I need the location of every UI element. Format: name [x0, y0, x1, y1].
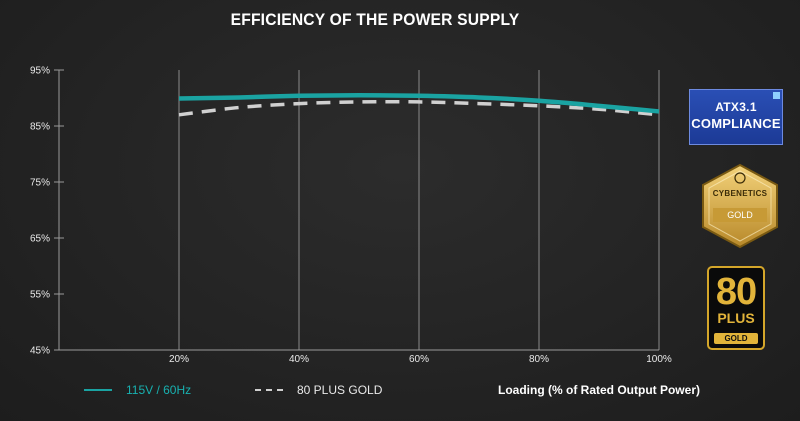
cybenetics-text: CYBENETICS [712, 189, 768, 198]
x-tick-label: 40% [289, 354, 309, 365]
x-tick-label: 60% [409, 354, 429, 365]
cybenetics-grade: GOLD [727, 210, 753, 220]
cybenetics-hexagon-icon [702, 163, 778, 249]
y-tick-label: 75% [30, 178, 50, 189]
y-tick-label: 45% [30, 346, 50, 357]
legend-solid-line-swatch [84, 389, 112, 391]
legend-item-115v: 115V / 60Hz [84, 383, 191, 397]
x-axis-label: Loading (% of Rated Output Power) [498, 383, 700, 397]
x-tick-label: 20% [169, 354, 189, 365]
y-tick-label: 65% [30, 234, 50, 245]
y-tick-label: 85% [30, 122, 50, 133]
atx-corner-icon [773, 92, 780, 99]
legend-item-80plus-gold: 80 PLUS GOLD [255, 383, 382, 397]
x-tick-label: 80% [529, 354, 549, 365]
x-tick-label: 100% [646, 354, 672, 365]
80plus-gold-badge: 80 PLUS GOLD [707, 266, 765, 350]
series-line-80plus-gold [178, 99, 660, 117]
80plus-number: 80 [715, 271, 757, 313]
legend-dashed-line-swatch [255, 389, 283, 391]
legend-label-115v: 115V / 60Hz [126, 383, 192, 397]
cybenetics-gold-badge: CYBENETICS GOLD [700, 163, 780, 249]
y-tick-label: 95% [30, 66, 50, 77]
atx-badge-line1: ATX3.1 [715, 100, 757, 114]
atx-badge-line2: COMPLIANCE [691, 116, 781, 131]
series-line-115v [178, 92, 660, 114]
atx31-compliance-badge: ATX3.1 COMPLIANCE [689, 89, 783, 145]
y-tick-label: 55% [30, 290, 50, 301]
chart-title: EFFICIENCY OF THE POWER SUPPLY [230, 10, 520, 29]
legend-label-80plus-gold: 80 PLUS GOLD [297, 383, 383, 397]
80plus-grade: GOLD [714, 333, 758, 344]
80plus-word: PLUS [717, 310, 755, 326]
